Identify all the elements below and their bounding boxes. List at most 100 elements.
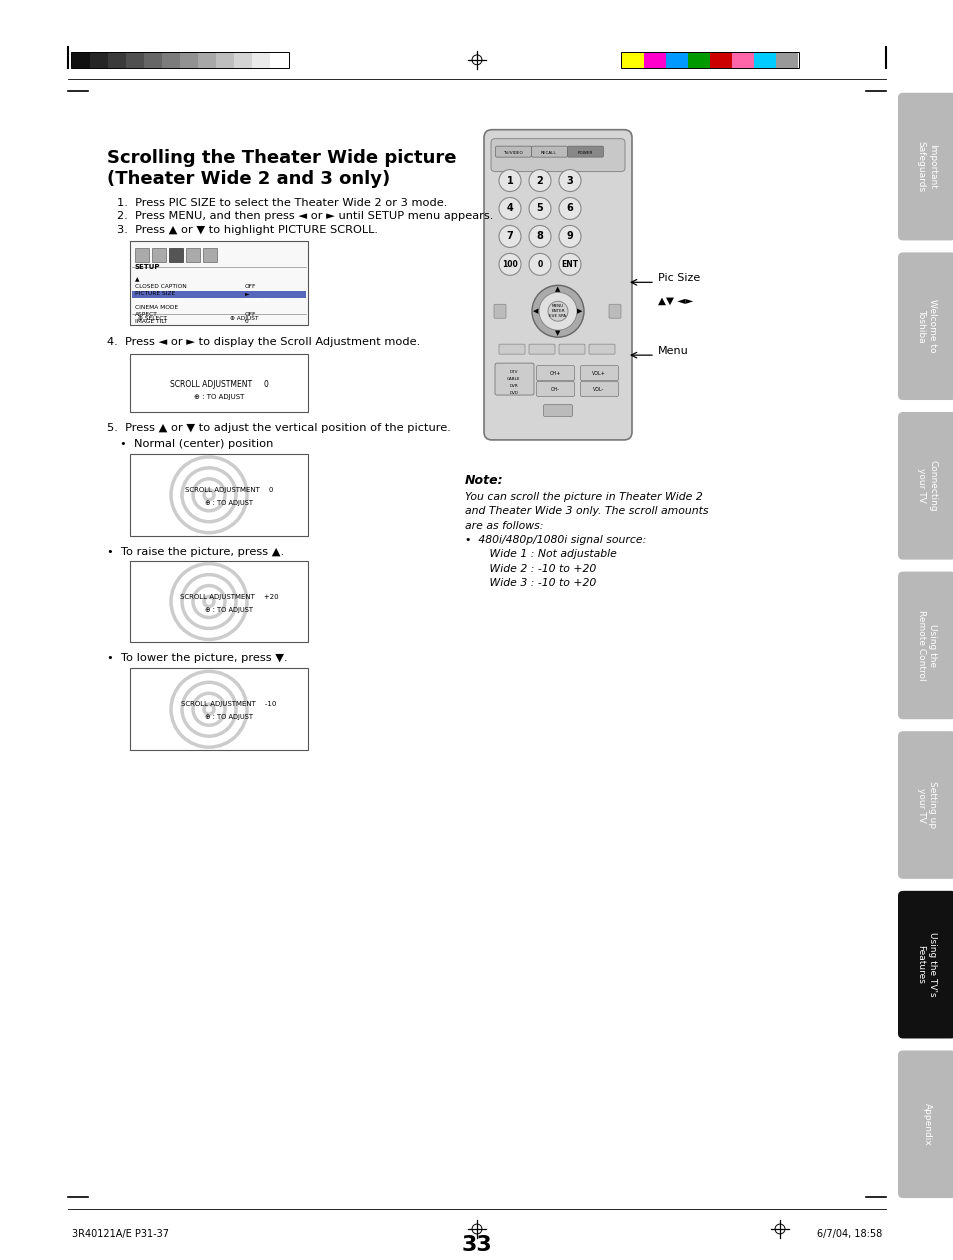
Text: 6/7/04, 18:58: 6/7/04, 18:58 bbox=[816, 1228, 882, 1239]
FancyBboxPatch shape bbox=[491, 139, 624, 171]
Text: PICTURE SCROLL: PICTURE SCROLL bbox=[135, 297, 185, 302]
FancyBboxPatch shape bbox=[897, 252, 953, 399]
Text: 0: 0 bbox=[245, 319, 249, 324]
FancyBboxPatch shape bbox=[531, 146, 567, 158]
FancyBboxPatch shape bbox=[536, 382, 574, 397]
Bar bbox=[130, 454, 308, 536]
Text: DVR: DVR bbox=[509, 384, 517, 388]
Text: SCROLL ADJUSTMENT    +20: SCROLL ADJUSTMENT +20 bbox=[179, 593, 278, 600]
Text: Connecting
your TV: Connecting your TV bbox=[916, 460, 937, 512]
FancyBboxPatch shape bbox=[897, 891, 953, 1038]
FancyBboxPatch shape bbox=[483, 130, 631, 440]
Bar bbox=[130, 561, 308, 643]
Text: ▲: ▲ bbox=[555, 286, 560, 292]
Text: (Theater Wide 2 and 3 only): (Theater Wide 2 and 3 only) bbox=[107, 170, 390, 188]
FancyBboxPatch shape bbox=[897, 1051, 953, 1198]
Text: ►: ► bbox=[245, 291, 250, 296]
Text: ▶: ▶ bbox=[577, 309, 582, 314]
Text: MENU
ENTER
EVE SPA: MENU ENTER EVE SPA bbox=[549, 305, 566, 318]
Text: Welcome to
Toshiba: Welcome to Toshiba bbox=[916, 300, 937, 353]
Bar bbox=[132, 291, 306, 299]
Text: Note:: Note: bbox=[464, 474, 503, 486]
Text: ⊕ ADJUST: ⊕ ADJUST bbox=[230, 316, 258, 321]
Text: 1: 1 bbox=[506, 175, 513, 185]
Text: CH-: CH- bbox=[550, 387, 558, 392]
Text: SCROLL ADJUSTMENT    0: SCROLL ADJUSTMENT 0 bbox=[185, 486, 273, 493]
Text: •  To raise the picture, press ▲.: • To raise the picture, press ▲. bbox=[107, 547, 284, 557]
FancyBboxPatch shape bbox=[897, 731, 953, 879]
Circle shape bbox=[498, 198, 520, 219]
Text: TV/VIDEO: TV/VIDEO bbox=[502, 151, 522, 155]
Text: 2: 2 bbox=[536, 175, 543, 185]
Bar bbox=[162, 52, 180, 68]
Text: 1.  Press PIC SIZE to select the Theater Wide 2 or 3 mode.: 1. Press PIC SIZE to select the Theater … bbox=[117, 198, 447, 208]
FancyBboxPatch shape bbox=[579, 365, 618, 381]
Text: 3R40121A/E P31-37: 3R40121A/E P31-37 bbox=[71, 1228, 169, 1239]
Text: ◀: ◀ bbox=[533, 309, 538, 314]
Bar bbox=[643, 52, 665, 68]
Bar bbox=[71, 52, 289, 68]
Text: CABLE: CABLE bbox=[507, 377, 520, 381]
Bar bbox=[130, 242, 308, 325]
Text: DTV: DTV bbox=[509, 370, 517, 374]
Bar bbox=[126, 52, 144, 68]
Text: SETUP: SETUP bbox=[135, 265, 160, 271]
Text: RECALL: RECALL bbox=[540, 151, 557, 155]
Circle shape bbox=[547, 301, 567, 321]
Circle shape bbox=[498, 170, 520, 192]
FancyBboxPatch shape bbox=[608, 304, 620, 319]
Bar bbox=[621, 52, 643, 68]
Bar bbox=[186, 248, 200, 262]
Text: VOL-: VOL- bbox=[593, 387, 604, 392]
Circle shape bbox=[558, 198, 580, 219]
Bar bbox=[731, 52, 753, 68]
Bar bbox=[90, 52, 108, 68]
Bar bbox=[169, 248, 183, 262]
FancyBboxPatch shape bbox=[495, 146, 531, 158]
Text: ⊕ : TO ADJUST: ⊕ : TO ADJUST bbox=[205, 606, 253, 612]
Circle shape bbox=[538, 292, 577, 330]
Text: ▲: ▲ bbox=[135, 277, 139, 282]
Text: 8: 8 bbox=[536, 232, 543, 242]
Text: CINEMA MODE: CINEMA MODE bbox=[135, 305, 178, 310]
Bar bbox=[130, 354, 308, 412]
Bar bbox=[753, 52, 775, 68]
Text: Setting up
your TV: Setting up your TV bbox=[916, 781, 937, 829]
Text: POWER: POWER bbox=[577, 151, 592, 155]
Text: Important
Safeguards: Important Safeguards bbox=[916, 141, 937, 193]
Text: ASPECT: ASPECT bbox=[135, 311, 157, 316]
FancyBboxPatch shape bbox=[579, 382, 618, 397]
Text: 3: 3 bbox=[566, 175, 573, 185]
Circle shape bbox=[498, 226, 520, 247]
Text: •  Normal (center) position: • Normal (center) position bbox=[120, 438, 274, 449]
Bar bbox=[215, 52, 233, 68]
Text: 5.  Press ▲ or ▼ to adjust the vertical position of the picture.: 5. Press ▲ or ▼ to adjust the vertical p… bbox=[107, 423, 451, 433]
FancyBboxPatch shape bbox=[897, 572, 953, 719]
Circle shape bbox=[529, 170, 551, 192]
FancyBboxPatch shape bbox=[536, 365, 574, 381]
Text: OFF: OFF bbox=[245, 311, 256, 316]
Text: 4.  Press ◄ or ► to display the Scroll Adjustment mode.: 4. Press ◄ or ► to display the Scroll Ad… bbox=[107, 338, 420, 348]
Text: OFF: OFF bbox=[245, 284, 256, 289]
Text: 0: 0 bbox=[537, 260, 542, 268]
Bar bbox=[135, 248, 149, 262]
Text: ⊕ : TO ADJUST: ⊕ : TO ADJUST bbox=[205, 714, 253, 721]
Text: Pic Size: Pic Size bbox=[658, 273, 700, 284]
Circle shape bbox=[529, 198, 551, 219]
Text: Using the TV's
Features: Using the TV's Features bbox=[916, 932, 937, 997]
Text: ENT: ENT bbox=[561, 260, 578, 268]
Text: •  To lower the picture, press ▼.: • To lower the picture, press ▼. bbox=[107, 654, 287, 664]
Bar bbox=[71, 52, 90, 68]
Text: You can scroll the picture in Theater Wide 2
and Theater Wide 3 only. The scroll: You can scroll the picture in Theater Wi… bbox=[464, 491, 708, 588]
FancyBboxPatch shape bbox=[558, 344, 584, 354]
FancyBboxPatch shape bbox=[567, 146, 603, 158]
Bar bbox=[108, 52, 126, 68]
Bar bbox=[775, 52, 797, 68]
Text: SCROLL ADJUSTMENT     0: SCROLL ADJUSTMENT 0 bbox=[170, 381, 268, 389]
Text: IMAGE TILT: IMAGE TILT bbox=[135, 319, 167, 324]
Text: 100: 100 bbox=[501, 260, 517, 268]
Text: 3.  Press ▲ or ▼ to highlight PICTURE SCROLL.: 3. Press ▲ or ▼ to highlight PICTURE SCR… bbox=[117, 226, 377, 236]
Text: Using the
Remote Control: Using the Remote Control bbox=[916, 610, 937, 680]
Circle shape bbox=[498, 253, 520, 276]
Text: SCROLL ADJUSTMENT    -10: SCROLL ADJUSTMENT -10 bbox=[181, 702, 276, 707]
